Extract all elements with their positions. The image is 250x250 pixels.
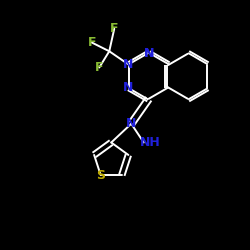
Text: F: F [88,36,96,49]
Text: N: N [144,47,154,60]
Text: N: N [123,81,133,94]
Text: S: S [96,168,105,181]
Text: N: N [123,58,133,71]
Text: F: F [110,22,118,35]
Text: NH: NH [140,136,160,149]
Text: F: F [95,61,104,74]
Text: N: N [126,117,136,130]
Text: N: N [144,47,154,60]
